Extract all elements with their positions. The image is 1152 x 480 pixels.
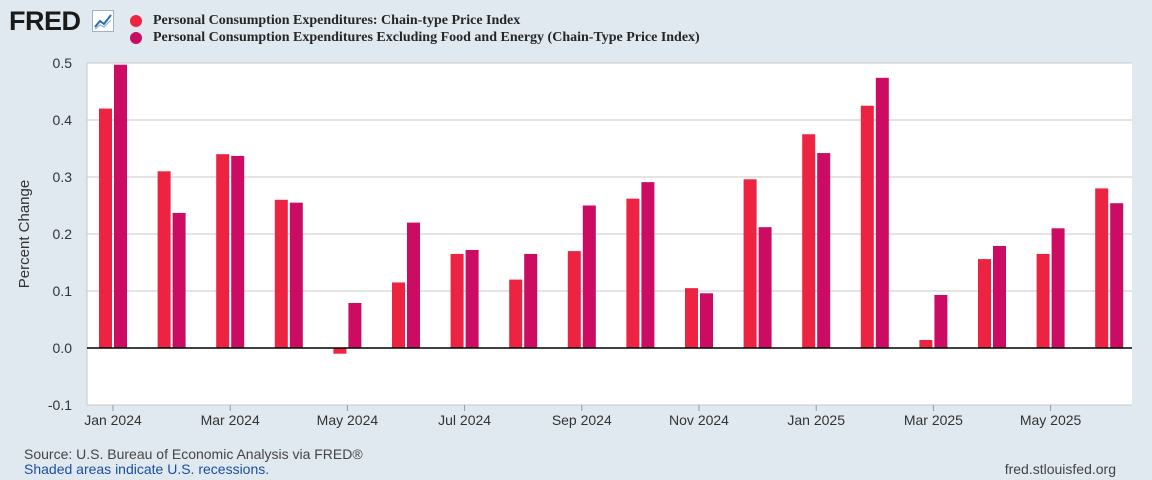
x-tick-label: May 2024 bbox=[317, 412, 379, 428]
fred-logo[interactable]: FRED bbox=[9, 6, 81, 36]
recession-note[interactable]: Shaded areas indicate U.S. recessions. bbox=[24, 461, 270, 477]
bar-core-pce[interactable] bbox=[641, 182, 655, 348]
fred-url[interactable]: fred.stlouisfed.org bbox=[1004, 461, 1116, 477]
bar-pce[interactable] bbox=[978, 259, 991, 348]
bar-pce[interactable] bbox=[685, 288, 698, 348]
bar-pce[interactable] bbox=[333, 348, 347, 354]
bar-core-pce[interactable] bbox=[289, 202, 303, 348]
bar-pce[interactable] bbox=[1095, 188, 1109, 348]
bar-pce[interactable] bbox=[509, 279, 523, 348]
bar-pce[interactable] bbox=[626, 198, 640, 348]
bar-pce[interactable] bbox=[743, 179, 757, 348]
legend-label-core-pce: Personal Consumption Expenditures Exclud… bbox=[153, 29, 700, 45]
bar-pce[interactable] bbox=[99, 108, 112, 348]
x-tick-label: Jul 2024 bbox=[438, 412, 491, 428]
bar-pce[interactable] bbox=[919, 340, 933, 348]
bars bbox=[87, 64, 1132, 354]
trend-chart-icon bbox=[92, 10, 114, 32]
x-tick-label: Jan 2024 bbox=[84, 412, 142, 428]
bar-pce[interactable] bbox=[1036, 253, 1050, 348]
bar-pce[interactable] bbox=[157, 171, 171, 348]
y-axis-label: Percent Change bbox=[16, 180, 33, 288]
x-tick-label: Nov 2024 bbox=[669, 412, 729, 428]
source-text: Source: U.S. Bureau of Economic Analysis… bbox=[24, 446, 363, 462]
bar-pce[interactable] bbox=[860, 105, 874, 348]
bar-core-pce[interactable] bbox=[1051, 228, 1065, 348]
bar-chart: 0.5 0.4 0.3 0.2 0.1 0.0 -0.1 Jan 2024 Mar 2024 M… bbox=[16, 55, 1132, 428]
bar-core-pce[interactable] bbox=[934, 294, 948, 348]
x-tick-label: Mar 2025 bbox=[904, 412, 963, 428]
legend-swatch-core-pce bbox=[130, 31, 142, 44]
y-tick-label: 0.3 bbox=[53, 169, 73, 185]
x-tick-label: Sep 2024 bbox=[552, 412, 612, 428]
bar-pce[interactable] bbox=[567, 251, 581, 348]
y-tick-label: -0.1 bbox=[48, 397, 72, 413]
y-tick-label: 0.0 bbox=[53, 340, 73, 356]
bar-core-pce[interactable] bbox=[993, 245, 1006, 348]
bar-core-pce[interactable] bbox=[407, 222, 420, 348]
bar-core-pce[interactable] bbox=[700, 293, 713, 348]
bar-core-pce[interactable] bbox=[817, 153, 831, 348]
legend-item-pce[interactable]: Personal Consumption Expenditures: Chain… bbox=[130, 12, 700, 29]
y-axis-ticks: 0.5 0.4 0.3 0.2 0.1 0.0 -0.1 bbox=[48, 55, 72, 413]
legend-item-core-pce[interactable]: Personal Consumption Expenditures Exclud… bbox=[130, 29, 700, 46]
bar-core-pce[interactable] bbox=[465, 249, 479, 348]
bar-core-pce[interactable] bbox=[1110, 203, 1124, 348]
bar-core-pce[interactable] bbox=[231, 155, 245, 348]
bar-pce[interactable] bbox=[450, 253, 464, 348]
bar-core-pce[interactable] bbox=[114, 64, 127, 349]
x-tick-label: Jan 2025 bbox=[787, 412, 845, 428]
y-tick-label: 0.2 bbox=[53, 226, 73, 242]
legend-label-pce: Personal Consumption Expenditures: Chain… bbox=[153, 12, 521, 28]
y-tick-label: 0.1 bbox=[53, 283, 73, 299]
bar-pce[interactable] bbox=[392, 282, 405, 348]
bar-core-pce[interactable] bbox=[172, 212, 186, 348]
legend-swatch-pce bbox=[130, 14, 142, 27]
bar-pce[interactable] bbox=[216, 154, 230, 348]
bar-core-pce[interactable] bbox=[758, 227, 772, 348]
bar-pce[interactable] bbox=[274, 199, 288, 348]
bar-pce[interactable] bbox=[802, 134, 816, 348]
x-tick-label: Mar 2024 bbox=[201, 412, 260, 428]
y-tick-label: 0.4 bbox=[53, 112, 73, 128]
bar-core-pce[interactable] bbox=[582, 205, 596, 349]
x-tick-label: May 2025 bbox=[1020, 412, 1082, 428]
chart-header: FRED Personal Consumption Expenditures: … bbox=[0, 0, 1152, 54]
bar-core-pce[interactable] bbox=[875, 77, 889, 348]
x-axis-ticks: Jan 2024 Mar 2024 May 2024 Jul 2024 Sep 2024… bbox=[84, 405, 1082, 428]
legend: Personal Consumption Expenditures: Chain… bbox=[130, 12, 700, 46]
y-tick-label: 0.5 bbox=[53, 55, 73, 71]
bar-core-pce[interactable] bbox=[348, 302, 362, 348]
bar-core-pce[interactable] bbox=[524, 253, 538, 348]
